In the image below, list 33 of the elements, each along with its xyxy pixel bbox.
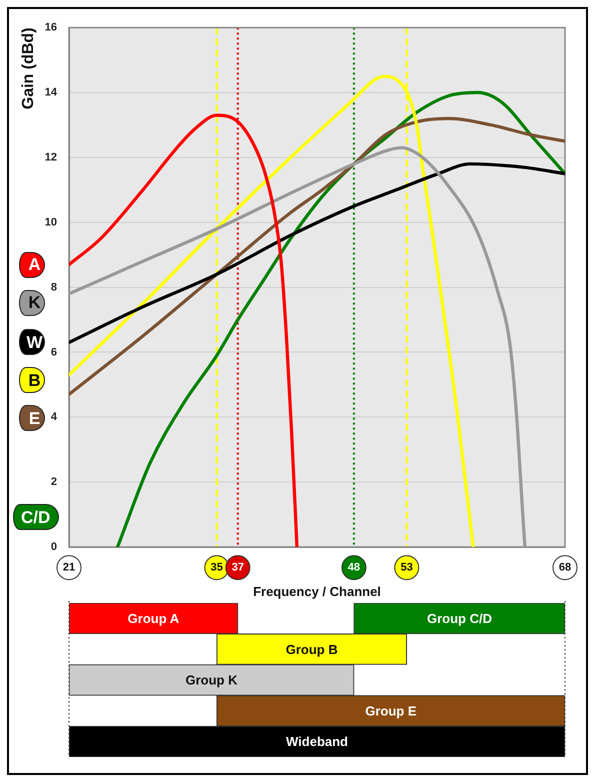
y-tick-label: 2 <box>50 476 57 488</box>
y-tick-label: 0 <box>50 541 57 554</box>
line-series <box>69 162 565 344</box>
y-tick-label: 8 <box>50 281 57 294</box>
x-tick-label: 68 <box>558 562 572 574</box>
x-tick-label: 37 <box>232 562 244 574</box>
line-series <box>69 116 565 396</box>
x-tick-label: 21 <box>62 562 76 574</box>
y-tick-label: 10 <box>44 216 57 228</box>
legend-label: K <box>26 290 45 316</box>
x-axis-title: Frequency / Channel <box>253 584 381 599</box>
series-label: Group E <box>365 703 417 718</box>
x-tick-label: 48 <box>348 562 360 574</box>
legend-label: B <box>26 367 45 394</box>
series-label: Group B <box>286 642 338 657</box>
x-tick-label: 35 <box>210 562 223 574</box>
legend-label: A <box>26 252 45 278</box>
series-label: Group K <box>185 672 238 688</box>
line-series <box>69 146 526 547</box>
series-label: Wideband <box>286 734 348 750</box>
series-label: Group A <box>128 610 180 626</box>
legend-label: E <box>26 405 45 432</box>
legend-label: C/D <box>20 504 60 530</box>
y-tick-label: 16 <box>44 22 57 34</box>
legend-label: W <box>26 329 45 356</box>
x-tick-label: 53 <box>400 562 413 574</box>
y-tick-label: 6 <box>50 346 57 358</box>
y-tick-label: 4 <box>50 411 58 424</box>
y-tick-label: 12 <box>44 151 57 164</box>
y-tick-label: 14 <box>44 86 58 99</box>
series-label: Group C/D <box>426 610 492 626</box>
y-axis-title: Gain (dBd) <box>20 28 38 110</box>
line-series <box>69 114 299 547</box>
